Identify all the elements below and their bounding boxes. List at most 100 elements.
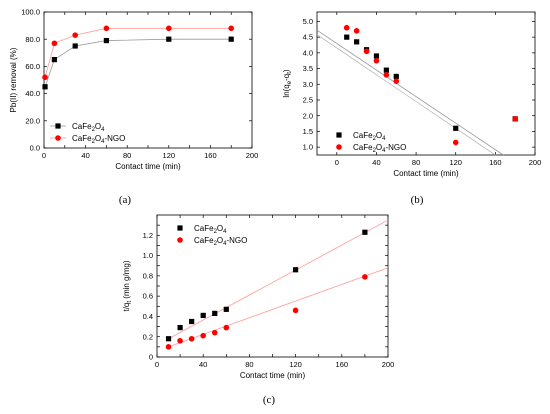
plot-frame — [316, 11, 536, 156]
x-axis-label: Contact time (min) — [393, 169, 459, 178]
legend-marker-circle — [336, 144, 342, 150]
data-point-square — [200, 312, 206, 319]
x-tick-label: 40 — [372, 158, 380, 167]
legend-marker-square — [177, 225, 183, 231]
data-point-circle — [353, 28, 360, 34]
data-point-square — [42, 84, 48, 90]
data-point-square — [293, 267, 299, 273]
x-tick-label: 40 — [199, 360, 207, 369]
y-tick-label: 1.0 — [303, 143, 313, 152]
y-tick-label: 0 — [149, 353, 153, 362]
data-point-square — [344, 34, 350, 40]
data-point-square — [228, 36, 234, 42]
data-point-square — [373, 53, 380, 59]
panel-label: (c) — [263, 394, 276, 406]
y-axis-label: Pb(II) removal (%) — [9, 47, 18, 112]
x-tick-label: 200 — [246, 151, 259, 160]
data-point-circle — [165, 344, 172, 350]
y-tick-label: 3.0 — [303, 80, 313, 89]
x-tick-label: 80 — [412, 158, 420, 167]
data-point-circle — [363, 48, 370, 55]
panel-label: (b) — [411, 194, 424, 206]
data-point-square — [103, 37, 109, 44]
y-tick-label: 1.0 — [143, 251, 153, 260]
y-tick-label: 20.0 — [25, 116, 40, 125]
y-tick-label: 0.6 — [143, 292, 153, 301]
data-point-circle — [512, 116, 518, 122]
x-tick-label: 200 — [529, 158, 542, 167]
x-tick-label: 120 — [449, 158, 462, 167]
y-tick-label: 0.2 — [143, 332, 153, 341]
data-point-square — [51, 57, 57, 63]
x-tick-label: 80 — [245, 360, 253, 369]
data-point-circle — [51, 40, 58, 47]
y-tick-label: 100.0 — [21, 8, 40, 17]
fit-curve — [44, 27, 232, 78]
data-point-circle — [393, 78, 400, 84]
data-point-circle — [223, 324, 230, 331]
legend-label: CaFe2O4 — [194, 224, 227, 235]
fit-line — [316, 29, 504, 156]
y-tick-label: 5.0 — [303, 17, 313, 26]
data-point-circle — [292, 307, 299, 314]
fit-line — [168, 219, 389, 340]
y-axis-label: ln(qe-qt) — [282, 69, 293, 97]
x-axis-label: Contact time (min) — [115, 162, 181, 171]
data-point-circle — [452, 139, 459, 146]
fit-line — [316, 34, 496, 156]
y-tick-label: 1.2 — [143, 231, 153, 240]
x-tick-label: 120 — [163, 151, 176, 160]
data-point-square — [393, 73, 399, 80]
data-point-square — [72, 43, 78, 49]
y-tick-label: 3.5 — [303, 64, 313, 73]
data-point-square — [165, 336, 172, 342]
legend-label: CaFe2O4-NGO — [72, 134, 125, 145]
x-tick-label: 40 — [81, 151, 89, 160]
x-tick-label: 160 — [336, 360, 349, 369]
data-point-circle — [383, 72, 390, 78]
data-point-circle — [42, 74, 48, 81]
data-point-square — [383, 67, 389, 73]
data-point-square — [354, 39, 360, 45]
x-tick-label: 0 — [42, 151, 46, 160]
x-axis-label: Contact time (min) — [240, 371, 306, 380]
fit-curve — [44, 38, 232, 87]
y-tick-label: 60.0 — [25, 62, 40, 71]
legend-label: CaFe2O4-NGO — [194, 236, 247, 247]
x-tick-label: 160 — [489, 158, 502, 167]
data-point-circle — [72, 32, 78, 38]
y-tick-label: 1.5 — [303, 127, 313, 136]
data-point-circle — [103, 25, 110, 32]
data-point-circle — [343, 24, 350, 31]
data-point-square — [177, 324, 183, 331]
data-point-circle — [228, 25, 234, 32]
data-point-circle — [166, 25, 172, 32]
plot-frame — [156, 214, 389, 358]
data-point-square — [362, 229, 368, 235]
x-tick-label: 0 — [335, 158, 339, 167]
y-tick-label: 2.5 — [303, 96, 313, 105]
data-point-square — [189, 318, 195, 325]
legend-label: CaFe2O4 — [353, 131, 386, 142]
y-axis-label: t/qt (min g/mg) — [122, 260, 133, 311]
y-tick-label: 40.0 — [25, 89, 40, 98]
y-tick-label: 4.0 — [303, 48, 313, 57]
y-tick-label: 2.0 — [303, 111, 313, 120]
legend-marker-circle — [177, 237, 183, 243]
data-point-circle — [200, 332, 206, 339]
x-tick-label: 80 — [123, 151, 131, 160]
y-tick-label: 80.0 — [25, 35, 40, 44]
x-tick-label: 160 — [204, 151, 217, 160]
legend-marker-square — [336, 132, 342, 138]
legend-marker-square — [55, 123, 61, 129]
y-tick-label: 0.8 — [143, 271, 153, 280]
data-point-circle — [211, 329, 218, 336]
data-point-square — [453, 125, 459, 131]
data-point-square — [223, 306, 229, 312]
x-tick-label: 0 — [155, 360, 159, 369]
panel-label: (a) — [119, 194, 132, 206]
x-tick-label: 200 — [382, 360, 395, 369]
x-tick-label: 120 — [289, 360, 302, 369]
data-point-circle — [177, 337, 183, 344]
